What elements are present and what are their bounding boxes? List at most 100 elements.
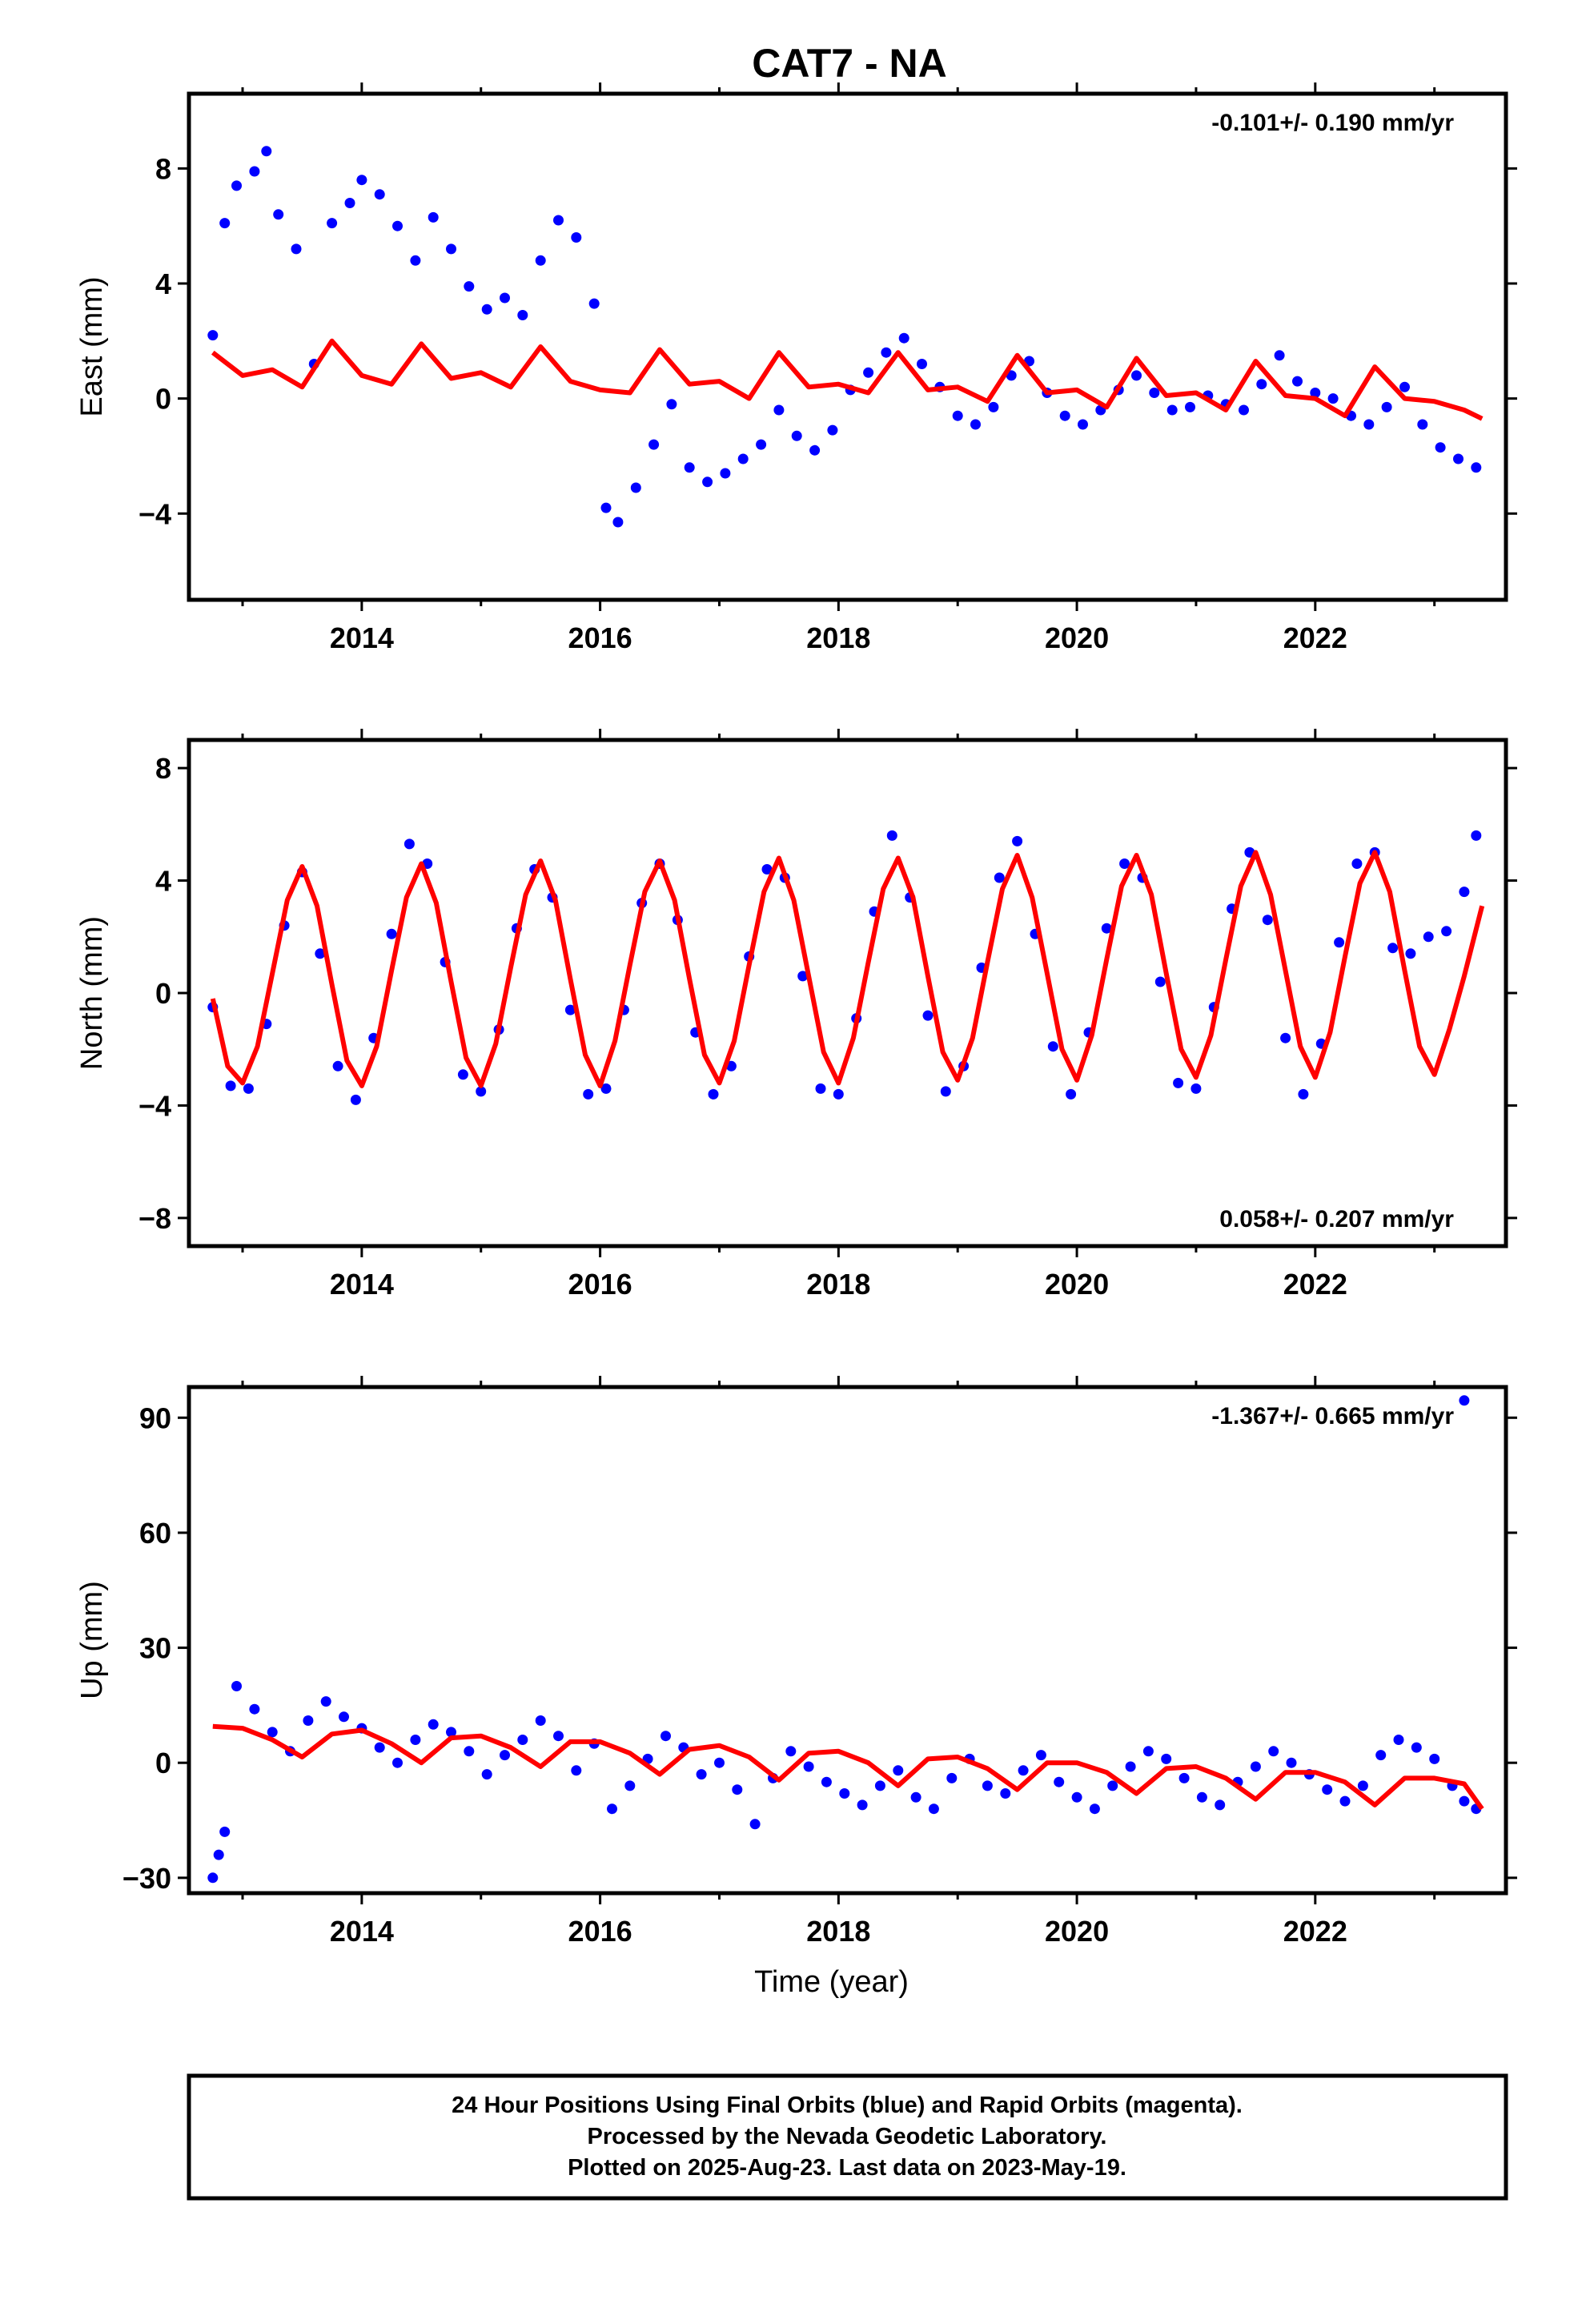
north-data-point bbox=[476, 1086, 487, 1097]
east-rate-label: -0.101+/- 0.190 mm/yr bbox=[1211, 110, 1454, 136]
north-data-point bbox=[1191, 1083, 1202, 1094]
east-data-point bbox=[588, 298, 600, 309]
north-data-point bbox=[457, 1069, 468, 1080]
up-data-point bbox=[517, 1735, 528, 1745]
up-data-point bbox=[231, 1681, 242, 1691]
north-data-point bbox=[386, 928, 397, 939]
up-data-point bbox=[1268, 1746, 1279, 1757]
x-axis-label: Time (year) bbox=[754, 1965, 909, 1999]
east-x-tick-label: 2020 bbox=[1045, 621, 1109, 654]
east-data-point bbox=[481, 304, 492, 315]
east-data-point bbox=[571, 232, 582, 243]
east-data-point bbox=[249, 166, 260, 177]
east-data-point bbox=[600, 502, 612, 513]
up-y-tick-label: −30 bbox=[122, 1862, 171, 1895]
east-x-tick-label: 2016 bbox=[568, 621, 632, 654]
footer-box bbox=[187, 2073, 1508, 2201]
up-data-point bbox=[1054, 1776, 1065, 1787]
up-data-point bbox=[732, 1784, 743, 1795]
up-data-point bbox=[624, 1780, 636, 1791]
north-data-point bbox=[922, 1010, 934, 1021]
east-panel: 2014 2016 2018 2020 2022 −4 0 4 8 East (mm) -0.101… bbox=[75, 82, 1517, 654]
north-data-point bbox=[1047, 1041, 1058, 1052]
north-data-point bbox=[1387, 943, 1399, 954]
east-data-point bbox=[273, 209, 284, 220]
up-data-point bbox=[893, 1765, 904, 1776]
north-data-point bbox=[1471, 830, 1482, 841]
north-data-point bbox=[600, 1083, 612, 1094]
up-data-point bbox=[1071, 1791, 1082, 1803]
up-data-point bbox=[1107, 1780, 1118, 1791]
east-data-points bbox=[207, 146, 1482, 528]
east-data-point bbox=[1435, 442, 1446, 453]
up-data-point bbox=[857, 1799, 868, 1811]
footer-line-1: 24 Hour Positions Using Final Orbits (bl… bbox=[452, 2093, 1243, 2118]
east-data-point bbox=[1363, 419, 1375, 430]
east-data-point bbox=[327, 218, 338, 229]
east-data-point bbox=[917, 359, 927, 369]
north-rate-label: 0.058+/- 0.207 mm/yr bbox=[1219, 1206, 1454, 1232]
up-rate-label: -1.367+/- 0.665 mm/yr bbox=[1211, 1403, 1454, 1429]
east-x-tick-label: 2018 bbox=[806, 621, 870, 654]
up-data-point bbox=[749, 1819, 761, 1830]
up-data-point bbox=[1459, 1795, 1470, 1807]
north-plot-area bbox=[207, 830, 1485, 1105]
up-data-point bbox=[1250, 1761, 1261, 1772]
up-data-point bbox=[446, 1727, 456, 1738]
north-y-axis-label: North (mm) bbox=[75, 916, 109, 1070]
up-y-tick-label: 0 bbox=[155, 1747, 171, 1779]
east-data-point bbox=[1078, 419, 1088, 430]
east-data-point bbox=[344, 198, 355, 208]
east-data-point bbox=[1059, 410, 1070, 421]
up-data-point bbox=[1339, 1795, 1351, 1807]
up-panel: 2014 2016 2018 2020 2022 −30 0 30 60 90 Up (mm) Tim… bbox=[75, 1376, 1517, 1999]
north-data-point bbox=[886, 830, 897, 841]
east-data-point bbox=[446, 243, 456, 255]
north-data-point bbox=[1173, 1077, 1184, 1088]
up-data-point bbox=[1196, 1791, 1207, 1803]
east-data-point bbox=[1149, 388, 1160, 398]
chart-title: CAT7 - NA bbox=[752, 41, 947, 86]
up-data-point bbox=[1357, 1780, 1368, 1791]
east-data-point bbox=[261, 146, 272, 157]
east-data-point bbox=[1381, 401, 1392, 412]
up-data-point bbox=[374, 1742, 385, 1753]
up-data-point bbox=[249, 1703, 260, 1715]
east-data-point bbox=[1256, 379, 1267, 390]
footer-line-3: Plotted on 2025-Aug-23. Last data on 202… bbox=[568, 2155, 1126, 2181]
east-data-point bbox=[1131, 370, 1142, 381]
east-frame bbox=[187, 91, 1508, 602]
north-data-point bbox=[1351, 858, 1363, 869]
up-data-point bbox=[1000, 1788, 1011, 1799]
north-x-tick-label: 2022 bbox=[1283, 1268, 1347, 1301]
up-data-point bbox=[821, 1776, 832, 1787]
east-data-point bbox=[1292, 376, 1303, 387]
up-data-point bbox=[607, 1803, 617, 1815]
north-panel: 2014 2016 2018 2020 2022 −8 −4 0 4 8 North (mm) 0.0… bbox=[75, 729, 1517, 1301]
north-data-point bbox=[708, 1088, 719, 1100]
footer-line-2: Processed by the Nevada Geodetic Laborat… bbox=[588, 2124, 1107, 2149]
east-data-point bbox=[720, 468, 731, 479]
east-x-tick-label: 2014 bbox=[330, 621, 394, 654]
north-data-point bbox=[1405, 948, 1416, 959]
north-data-point bbox=[243, 1083, 254, 1094]
up-data-point bbox=[207, 1872, 219, 1884]
up-data-point bbox=[1215, 1799, 1226, 1811]
north-x-tick-label: 2014 bbox=[330, 1268, 394, 1301]
east-data-point bbox=[1453, 453, 1464, 464]
up-x-tick-label: 2018 bbox=[806, 1915, 870, 1948]
east-data-point bbox=[428, 211, 439, 223]
east-data-point bbox=[773, 404, 785, 416]
north-y-tick-label: 8 bbox=[155, 752, 171, 785]
up-data-point bbox=[696, 1769, 707, 1780]
up-x-tick-label: 2016 bbox=[568, 1915, 632, 1948]
up-y-tick-label: 30 bbox=[139, 1632, 171, 1665]
east-data-point bbox=[1310, 388, 1321, 398]
east-y-tick-label: 4 bbox=[155, 267, 171, 300]
east-data-point bbox=[684, 462, 695, 473]
north-x-tick-label: 2020 bbox=[1045, 1268, 1109, 1301]
east-plot-area bbox=[207, 146, 1484, 528]
north-data-point bbox=[1298, 1088, 1309, 1100]
north-data-point bbox=[1441, 926, 1452, 937]
